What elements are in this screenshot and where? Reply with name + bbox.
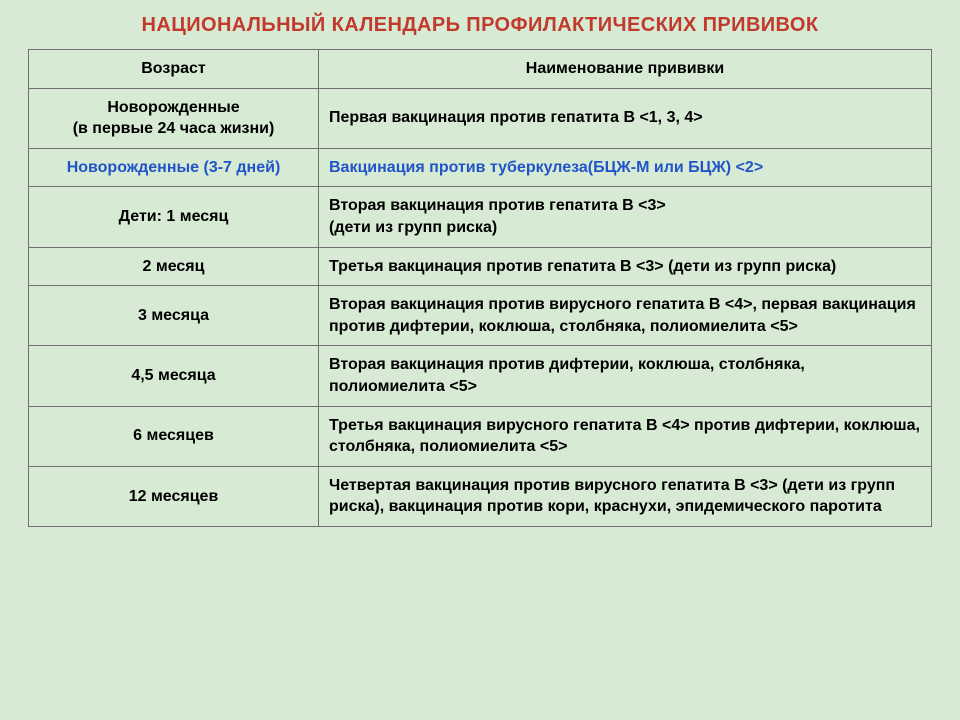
cell-description: Вторая вакцинация против вирусного гепат… (319, 286, 932, 346)
table-row: 2 месяцТретья вакцинация против гепатита… (29, 247, 932, 286)
table-row: Новорожденные (3-7 дней)Вакцинация проти… (29, 148, 932, 187)
cell-description: Четвертая вакцинация против вирусного ге… (319, 466, 932, 526)
table-row: 12 месяцевЧетвертая вакцинация против ви… (29, 466, 932, 526)
cell-age: 3 месяца (29, 286, 319, 346)
table-row: 3 месяцаВторая вакцинация против вирусно… (29, 286, 932, 346)
cell-description: Вакцинация против туберкулеза(БЦЖ-М или … (319, 148, 932, 187)
cell-age: Дети: 1 месяц (29, 187, 319, 247)
col-header-age: Возраст (29, 50, 319, 89)
col-header-name: Наименование прививки (319, 50, 932, 89)
table-header-row: Возраст Наименование прививки (29, 50, 932, 89)
page-title: НАЦИОНАЛЬНЫЙ КАЛЕНДАРЬ ПРОФИЛАКТИЧЕСКИХ … (28, 14, 932, 37)
cell-age: Новорожденные (в первые 24 часа жизни) (29, 88, 319, 148)
table-row: Дети: 1 месяцВторая вакцинация против ге… (29, 187, 932, 247)
cell-age: 6 месяцев (29, 406, 319, 466)
table-row: Новорожденные (в первые 24 часа жизни)Пе… (29, 88, 932, 148)
table-row: 4,5 месяцаВторая вакцинация против дифте… (29, 346, 932, 406)
cell-description: Третья вакцинация против гепатита В <3> … (319, 247, 932, 286)
cell-description: Вторая вакцинация против гепатита В <3> … (319, 187, 932, 247)
cell-age: 4,5 месяца (29, 346, 319, 406)
cell-age: 12 месяцев (29, 466, 319, 526)
vaccination-table: Возраст Наименование прививки Новорожден… (28, 49, 932, 527)
table-row: 6 месяцевТретья вакцинация вирусного геп… (29, 406, 932, 466)
cell-description: Вторая вакцинация против дифтерии, коклю… (319, 346, 932, 406)
cell-description: Третья вакцинация вирусного гепатита В <… (319, 406, 932, 466)
cell-age: Новорожденные (3-7 дней) (29, 148, 319, 187)
cell-description: Первая вакцинация против гепатита В <1, … (319, 88, 932, 148)
cell-age: 2 месяц (29, 247, 319, 286)
